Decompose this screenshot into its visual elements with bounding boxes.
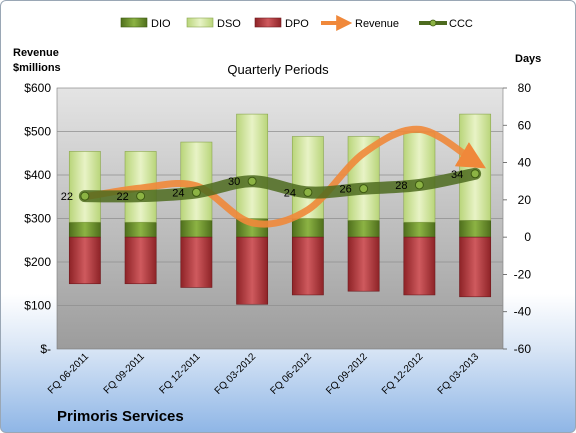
- ccc-label: 22: [61, 191, 73, 203]
- left-axis-title-line1: Revenue: [13, 47, 59, 59]
- legend-label-revenue: Revenue: [355, 18, 399, 30]
- ccc-label: 34: [451, 169, 463, 181]
- bar-dso: [236, 113, 269, 219]
- bar-dio: [180, 220, 213, 238]
- line-series: [78, 125, 486, 228]
- right-tick-label: 0: [524, 230, 531, 244]
- left-axis: $- $100 $200 $300 $400 $500 $600: [24, 81, 51, 356]
- chart-legend: DIO DSO DPO Revenue CCC: [120, 15, 473, 31]
- bar-dio: [68, 221, 101, 238]
- bar-dpo: [403, 236, 436, 296]
- left-tick-label: $100: [24, 299, 51, 313]
- ccc-point: [470, 169, 480, 179]
- left-tick-label: $200: [24, 255, 51, 269]
- category-label: FQ 03-2012: [213, 351, 259, 397]
- ccc-label: 26: [340, 184, 352, 196]
- ccc-point: [136, 191, 146, 201]
- ccc-data-labels: 22 22 24 30 24 26 28 34: [61, 169, 464, 203]
- category-label: FQ 12-2011: [158, 351, 203, 396]
- legend-label-dio: DIO: [151, 18, 171, 30]
- ccc-point: [303, 187, 313, 197]
- bar-dio: [124, 221, 157, 238]
- left-tick-label: $600: [24, 81, 51, 95]
- legend-label-dso: DSO: [217, 18, 241, 30]
- legend-swatch-dpo: [254, 17, 282, 28]
- bar-dio: [403, 221, 436, 238]
- right-tick-label: -60: [514, 342, 532, 356]
- category-label: FQ 09-2011: [102, 351, 147, 396]
- ccc-point: [80, 191, 90, 201]
- bar-dpo: [347, 236, 380, 292]
- company-name: Primoris Services: [57, 408, 184, 425]
- left-tick-label: $500: [24, 125, 51, 139]
- legend-swatch-dio: [120, 17, 148, 28]
- category-label: FQ 06-2012: [268, 351, 314, 397]
- bar-dpo: [180, 236, 213, 288]
- right-tick-label: 20: [518, 193, 532, 207]
- legend-marker-ccc: [429, 19, 437, 27]
- legend-label-ccc: CCC: [449, 18, 473, 30]
- revenue-line: [81, 125, 486, 228]
- ccc-label: 24: [284, 187, 296, 199]
- ccc-label: 30: [228, 176, 240, 188]
- ccc-point: [359, 184, 369, 194]
- bar-dio: [347, 220, 380, 238]
- ccc-point: [191, 187, 201, 197]
- bar-dso: [68, 151, 101, 223]
- bar-dso: [459, 113, 492, 221]
- legend-label-dpo: DPO: [285, 18, 309, 30]
- ccc-label: 28: [395, 180, 407, 192]
- category-label: FQ 09-2012: [324, 351, 370, 397]
- ccc-point: [247, 176, 257, 186]
- left-axis-title-line2: $millions: [13, 62, 61, 74]
- bar-dpo: [236, 236, 269, 305]
- left-tick-label: $-: [40, 342, 51, 356]
- bar-dpo: [124, 236, 157, 285]
- ccc-label: 24: [172, 187, 184, 199]
- category-label: FQ 03-2013: [436, 351, 482, 397]
- category-axis: FQ 06-2011 FQ 09-2011 FQ 12-2011 FQ 03-2012…: [46, 351, 482, 397]
- right-axis: -60 -40 -20 0 20 40 60 80: [503, 81, 531, 356]
- category-label: FQ 12-2012: [380, 351, 426, 397]
- left-tick-label: $400: [24, 168, 51, 182]
- bar-dio: [459, 220, 492, 238]
- right-tick-label: -20: [514, 267, 532, 281]
- right-axis-title: Days: [515, 53, 541, 65]
- right-tick-label: 40: [518, 156, 532, 170]
- bar-dpo: [68, 236, 101, 285]
- ccc-line: [78, 167, 482, 203]
- left-tick-label: $300: [24, 212, 51, 226]
- chart-title: Quarterly Periods: [227, 62, 329, 77]
- right-tick-label: -40: [514, 305, 532, 319]
- bar-dio: [291, 218, 324, 238]
- category-label: FQ 06-2011: [46, 351, 91, 396]
- legend-swatch-dso: [186, 17, 214, 28]
- ccc-label: 22: [117, 191, 129, 203]
- right-tick-label: 60: [518, 118, 532, 132]
- right-tick-label: 80: [518, 81, 532, 95]
- ccc-point: [414, 180, 424, 190]
- bar-dpo: [459, 236, 492, 298]
- bar-dpo: [291, 236, 324, 296]
